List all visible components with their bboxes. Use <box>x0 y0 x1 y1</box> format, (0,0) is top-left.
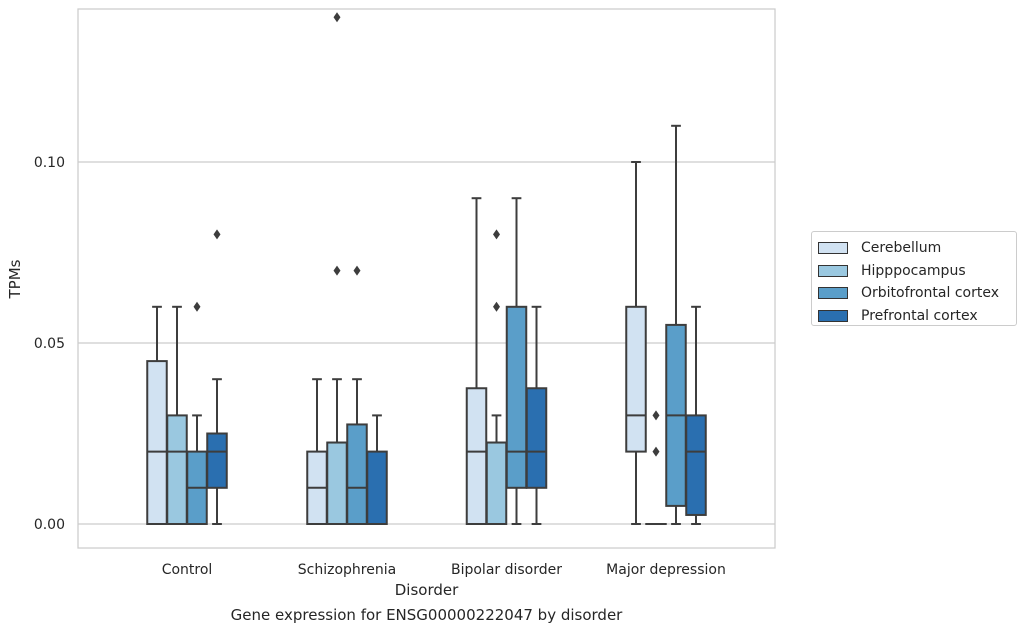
x-tick-labels: Control Schizophrenia Bipolar disorder Majo… <box>162 562 726 578</box>
box-iqr <box>525 387 548 489</box>
box-3-4 <box>665 124 687 525</box>
legend-label: Cerebellum <box>861 240 942 257</box>
x-tick-label: Bipolar disorder <box>451 562 562 578</box>
legend-swatch <box>818 287 848 300</box>
box-iqr <box>505 305 528 489</box>
y-tick-label: 0.10 <box>34 155 65 171</box>
x-tick-label: Major depression <box>606 562 726 578</box>
legend-item: Prefrontal cortex <box>818 305 1010 328</box>
outlier-marker <box>652 410 660 421</box>
outlier-marker <box>353 265 361 276</box>
box-iqr <box>465 387 488 525</box>
box-2-4 <box>645 410 667 526</box>
box-1-1 <box>146 305 168 525</box>
box-1-2 <box>306 378 328 526</box>
legend-swatch <box>818 264 848 277</box>
outlier-marker <box>333 265 341 276</box>
box-iqr <box>685 414 707 516</box>
y-tick-label: 0.05 <box>34 336 65 352</box>
box-2-3 <box>485 229 508 525</box>
legend-swatch <box>818 309 848 322</box>
legend-item: Cerebellum <box>818 237 1010 260</box>
legend-label: Prefrontal cortex <box>861 307 978 324</box>
outlier-marker <box>213 229 221 240</box>
box-iqr <box>166 414 188 525</box>
x-tick-label: Schizophrenia <box>298 562 396 578</box>
box-3-1 <box>186 301 208 526</box>
box-4-3 <box>525 305 548 525</box>
box-3-2 <box>346 265 368 526</box>
box-2-2 <box>326 12 348 525</box>
legend-item: Hipppocampus <box>818 260 1010 283</box>
box-iqr <box>366 450 388 526</box>
outlier-marker <box>333 12 341 23</box>
box-4-2 <box>366 414 388 526</box>
box-1-4 <box>625 161 647 525</box>
legend-swatch <box>818 242 848 255</box>
boxes <box>146 12 707 526</box>
box-iqr <box>485 441 508 525</box>
y-axis-label: TPMs <box>6 259 24 299</box>
box-2-1 <box>166 305 188 525</box>
box-3-3 <box>505 197 528 525</box>
box-iqr <box>146 360 168 525</box>
chart-caption: Gene expression for ENSG00000222047 by d… <box>230 606 623 624</box>
box-iqr <box>206 432 228 489</box>
legend-item: Orbitofrontal cortex <box>818 282 1010 305</box>
y-tick-label: 0.00 <box>34 517 65 533</box>
outlier-marker <box>493 301 500 312</box>
box-iqr <box>346 423 368 526</box>
box-iqr <box>326 441 348 525</box>
box-1-3 <box>465 197 488 525</box>
outlier-marker <box>493 229 500 240</box>
box-4-1 <box>206 229 228 525</box>
outlier-marker <box>652 446 660 457</box>
y-tick-labels: 0.000.050.100.150.200.25 <box>34 155 65 533</box>
x-axis-label: Disorder <box>395 581 459 599</box>
outlier-marker <box>193 301 201 312</box>
box-4-4 <box>685 305 707 525</box>
legend: Cerebellum Hipppocampus Orbitofrontal cort… <box>811 231 1017 326</box>
legend-label: Orbitofrontal cortex <box>861 285 999 302</box>
legend-label: Hipppocampus <box>861 262 966 279</box>
plot-area-frame <box>77 8 776 549</box>
box-iqr <box>625 305 647 453</box>
x-tick-label: Control <box>162 562 213 578</box>
